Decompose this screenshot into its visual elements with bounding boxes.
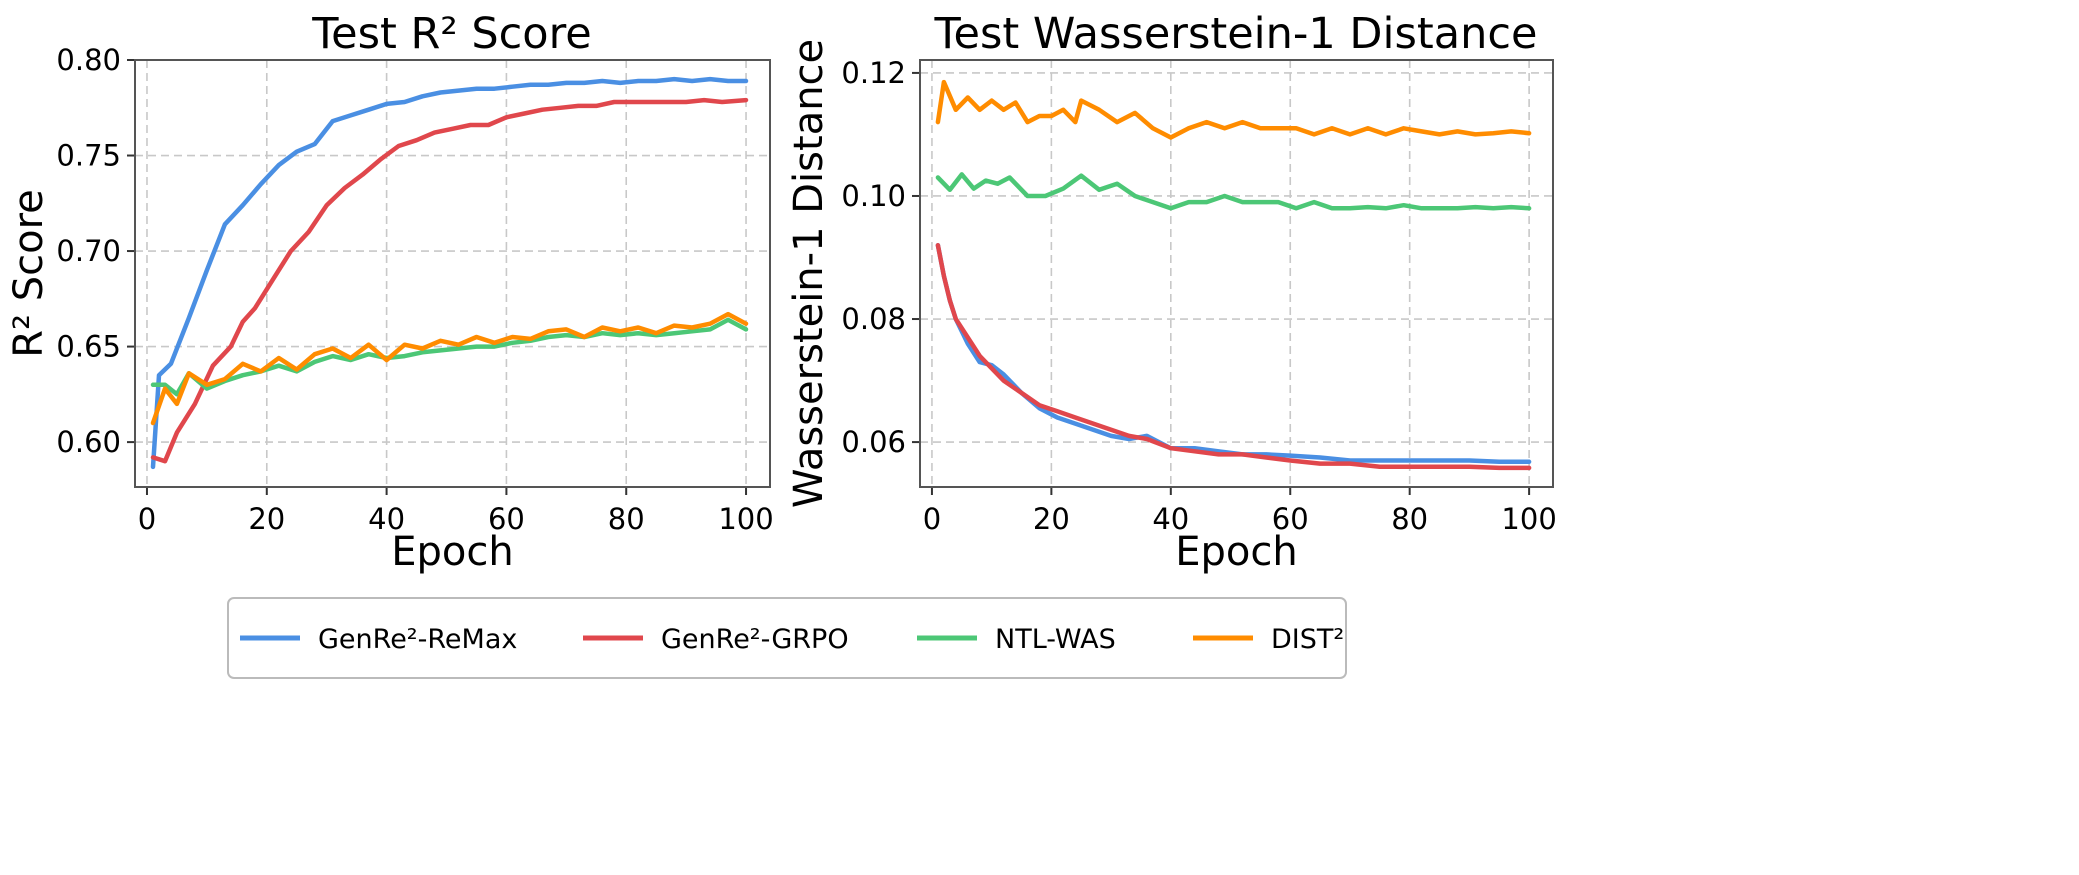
- chart-title: Test R² Score: [311, 9, 592, 59]
- series-line-genre-grpo: [935, 242, 1532, 471]
- wasserstein-panel: 0 20 40 60 80 100 0.06 0.08 0.10 0.12 Test Wassers…: [786, 9, 1557, 575]
- legend-entry: DIST²: [1193, 624, 1344, 655]
- series-line-genre-remax: [150, 76, 749, 470]
- y-tick-label: 0.75: [56, 139, 121, 173]
- x-tick-label: 20: [248, 502, 285, 536]
- x-tick-label: 20: [1033, 502, 1070, 536]
- legend-label: DIST²: [1271, 624, 1344, 655]
- x-tick-label: 80: [1391, 502, 1428, 536]
- y-tick-label: 0.10: [841, 179, 906, 213]
- y-tick-label: 0.08: [841, 302, 906, 336]
- x-tick-label: 100: [1501, 502, 1556, 536]
- x-tick-label: 60: [488, 502, 525, 536]
- y-tick-label: 0.06: [841, 425, 906, 459]
- chart-title: Test Wasserstein-1 Distance: [934, 9, 1538, 59]
- legend-label: GenRe²-GRPO: [661, 624, 849, 655]
- x-tick-label: 0: [138, 502, 156, 536]
- y-tick-label: 0.65: [56, 330, 121, 364]
- y-tick-label: 0.80: [56, 43, 121, 77]
- x-tick-label: 100: [718, 502, 773, 536]
- series-line-genre-grpo: [150, 97, 749, 464]
- plot-frame: [134, 59, 771, 488]
- y-axis-label: R² Score: [6, 189, 52, 358]
- x-tick-label: 40: [1152, 502, 1189, 536]
- series-line-dist-: [935, 79, 1532, 140]
- legend-entry: NTL-WAS: [917, 624, 1116, 655]
- legend-frame: [227, 597, 1347, 679]
- x-tick-label: 0: [923, 502, 941, 536]
- series-line-genre-remax: [935, 242, 1532, 465]
- y-tick-label: 0.60: [56, 425, 121, 459]
- x-axis-label: Epoch: [391, 529, 513, 575]
- plot-frame: [919, 59, 1554, 488]
- series-line-ntl-was: [150, 317, 749, 397]
- x-tick-label: 40: [368, 502, 405, 536]
- legend-entry: GenRe²-ReMax: [240, 624, 517, 655]
- x-tick-label: 60: [1272, 502, 1309, 536]
- legend-entry: GenRe²-GRPO: [583, 624, 849, 655]
- y-axis-label: Wasserstein-1 Distance: [786, 39, 832, 508]
- y-tick-label: 0.70: [56, 234, 121, 268]
- x-tick-label: 80: [608, 502, 645, 536]
- x-axis-label: Epoch: [1175, 529, 1297, 575]
- y-tick-label: 0.12: [841, 56, 906, 90]
- series-line-ntl-was: [935, 172, 1532, 211]
- r2-score-panel: 0 20 40 60 80 100 0.60 0.65 0.70 0.75 0.80 Test R² …: [6, 9, 774, 575]
- series-line-dist-: [150, 311, 749, 426]
- legend-label: NTL-WAS: [995, 624, 1116, 655]
- legend-label: GenRe²-ReMax: [318, 624, 517, 655]
- legend: GenRe²-ReMax GenRe²-GRPO NTL-WAS DIST²: [227, 597, 1347, 679]
